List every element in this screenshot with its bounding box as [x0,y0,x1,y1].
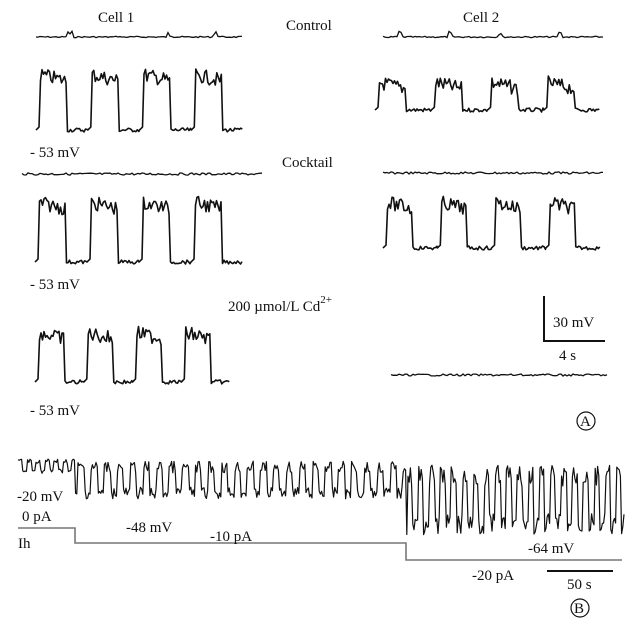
b-vm-label-2: -48 mV [126,520,172,536]
scale-bar-voltage-label: 30 mV [553,315,594,331]
intracellular-trace-cell1-cocktail [34,195,243,265]
intracellular-trace-cell2-control [374,75,600,113]
panel-a-circle [576,411,596,431]
intracellular-trace-cell2-cocktail [382,195,601,251]
b-ih-label: Ih [18,536,31,552]
scale-bar-a [543,296,605,342]
scale-bar-b-label: 50 s [567,577,592,593]
cd-label-superscript: 2+ [320,294,332,306]
intracellular-trace-cell1-cd [34,325,230,385]
panel-b-letter: B [574,601,584,617]
cd-label: 200 µmol/L Cd2+ [228,294,332,315]
b-vm-label-3: -64 mV [528,541,574,557]
vm-label-cocktail: - 53 mV [30,277,80,293]
cd-label-text: 200 µmol/L Cd [228,299,321,315]
long-voltage-trace [17,458,625,536]
panel-a-letter: A [580,414,591,430]
extracellular-trace-cell2-control [382,30,604,39]
intracellular-trace-cell1-control [35,68,243,133]
b-vm-label-1: -20 mV [17,489,63,505]
b-current-label-1: 0 pA [22,509,52,525]
current-command-trace [18,527,622,561]
b-current-label-3: -20 pA [472,568,514,584]
vm-label-control: - 53 mV [30,145,80,161]
extracellular-trace-cell2-cocktail [382,171,603,175]
cocktail-label: Cocktail [282,155,333,171]
b-current-label-2: -10 pA [210,529,252,545]
extracellular-trace-cell1-cocktail [21,172,262,176]
scale-bar-time-label: 4 s [559,348,576,364]
cell2-label: Cell 2 [463,10,499,26]
control-label: Control [286,18,332,34]
panel-b-circle [570,598,590,618]
vm-label-cd: - 53 mV [30,403,80,419]
cell1-label: Cell 1 [98,10,134,26]
extracellular-trace-cell1-control [35,29,242,39]
extracellular-trace-cell2-cd [390,373,608,377]
